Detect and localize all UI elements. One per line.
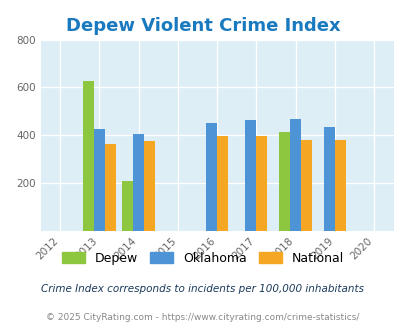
- Bar: [323, 127, 334, 231]
- Text: © 2025 CityRating.com - https://www.cityrating.com/crime-statistics/: © 2025 CityRating.com - https://www.city…: [46, 313, 359, 322]
- Bar: [279, 132, 290, 231]
- Bar: [290, 118, 301, 231]
- Bar: [133, 134, 144, 231]
- Bar: [217, 136, 228, 231]
- Bar: [122, 181, 133, 231]
- Bar: [94, 129, 105, 231]
- Text: Depew Violent Crime Index: Depew Violent Crime Index: [66, 17, 339, 35]
- Bar: [301, 140, 311, 231]
- Text: Crime Index corresponds to incidents per 100,000 inhabitants: Crime Index corresponds to incidents per…: [41, 284, 364, 294]
- Bar: [206, 123, 217, 231]
- Bar: [245, 120, 256, 231]
- Bar: [256, 136, 267, 231]
- Legend: Depew, Oklahoma, National: Depew, Oklahoma, National: [57, 247, 348, 270]
- Bar: [83, 82, 94, 231]
- Bar: [105, 144, 116, 231]
- Bar: [144, 141, 155, 231]
- Bar: [334, 140, 345, 231]
